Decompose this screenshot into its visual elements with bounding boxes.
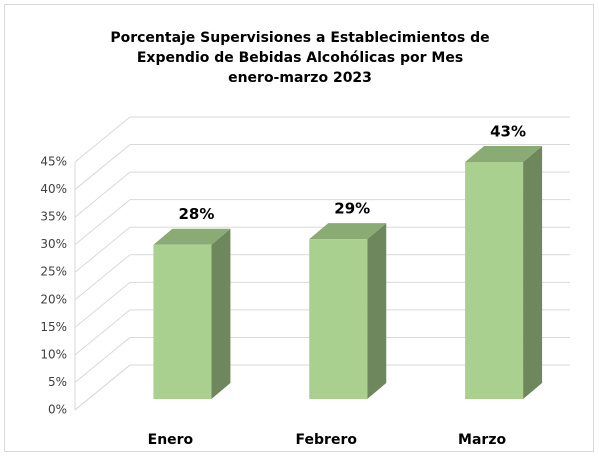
data-label: 29%	[334, 200, 370, 218]
chart-title: Porcentaje Supervisiones a Establecimien…	[110, 30, 489, 46]
bar-face	[309, 223, 387, 240]
grid-line	[74, 254, 570, 301]
x-tick-label: Febrero	[296, 432, 358, 448]
y-tick-label: 45%	[40, 155, 67, 169]
y-tick-label: 5%	[48, 375, 67, 389]
bar-face	[465, 162, 524, 399]
grid-line	[74, 116, 570, 163]
bar-face	[153, 228, 231, 245]
bar-face	[309, 239, 368, 399]
y-tick-label: 25%	[40, 265, 67, 279]
chart-title: Expendio de Bebidas Alcohólicas por Mes	[137, 50, 463, 66]
bar-face	[153, 244, 212, 399]
y-tick-label: 15%	[40, 320, 67, 334]
grid-line	[74, 309, 570, 356]
y-tick-label: 0%	[48, 403, 67, 417]
bar	[465, 146, 543, 399]
x-tick-label: Marzo	[458, 432, 506, 448]
chart-subtitle: enero-marzo 2023	[228, 70, 372, 86]
bar	[309, 223, 387, 399]
bar	[153, 228, 231, 399]
x-tick-label: Enero	[148, 432, 194, 448]
grid-line	[74, 171, 570, 218]
grid-line	[74, 226, 570, 273]
grid-line	[74, 144, 570, 190]
y-tick-label: 30%	[40, 237, 67, 251]
grid-line	[74, 199, 570, 246]
y-tick-label: 35%	[40, 210, 67, 224]
y-tick-label: 40%	[40, 182, 67, 196]
data-label: 28%	[178, 205, 214, 223]
bar-face	[465, 146, 543, 163]
data-label: 43%	[490, 123, 526, 141]
y-tick-label: 20%	[40, 292, 67, 306]
y-tick-label: 10%	[40, 347, 67, 361]
bar-face	[367, 223, 387, 399]
grid-line	[74, 336, 570, 383]
grid-line	[74, 281, 570, 328]
bar-face	[211, 228, 231, 399]
bar-face	[523, 146, 543, 399]
grid-line	[74, 364, 570, 411]
